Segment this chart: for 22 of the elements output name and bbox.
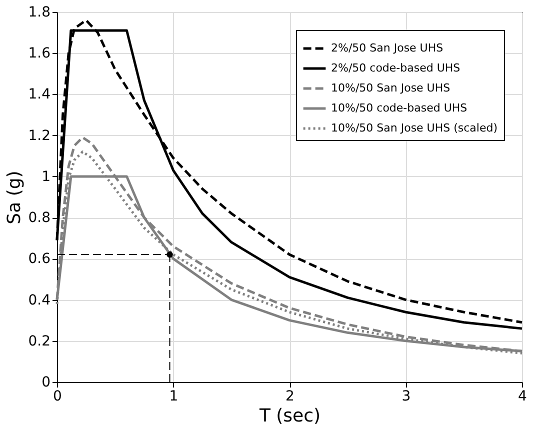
legend-label: 10%/50 San Jose UHS [331, 82, 450, 94]
y-tick-label: 0.2 [28, 333, 50, 350]
y-tick-label: 1 [42, 168, 50, 185]
y-tick-label: 0 [42, 374, 50, 390]
x-tick-label: 2 [286, 388, 294, 404]
y-tick-label: 0.8 [28, 210, 50, 226]
y-tick-label: 1.4 [28, 86, 51, 103]
x-tick-label: 0 [53, 388, 62, 404]
x-tick-label: 1 [169, 388, 178, 404]
y-tick-label: 1.2 [28, 128, 50, 144]
legend-label: 2%/50 San Jose UHS [331, 42, 444, 54]
y-tick-label: 0.4 [28, 292, 51, 308]
x-tick-label: 4 [518, 388, 528, 404]
y-axis-title: Sa (g) [4, 170, 26, 224]
legend-label: 10%/50 San Jose UHS (scaled) [331, 122, 498, 134]
legend-label: 10%/50 code-based UHS [331, 102, 468, 114]
y-tick-label: 1.8 [28, 4, 50, 20]
x-axis-title: T (sec) [258, 406, 321, 426]
legend-label: 2%/50 code-based UHS [331, 62, 460, 74]
x-tick-label: 3 [402, 388, 411, 404]
y-tick-label: 1.6 [28, 46, 51, 62]
y-tick-label: 0.6 [28, 251, 51, 268]
